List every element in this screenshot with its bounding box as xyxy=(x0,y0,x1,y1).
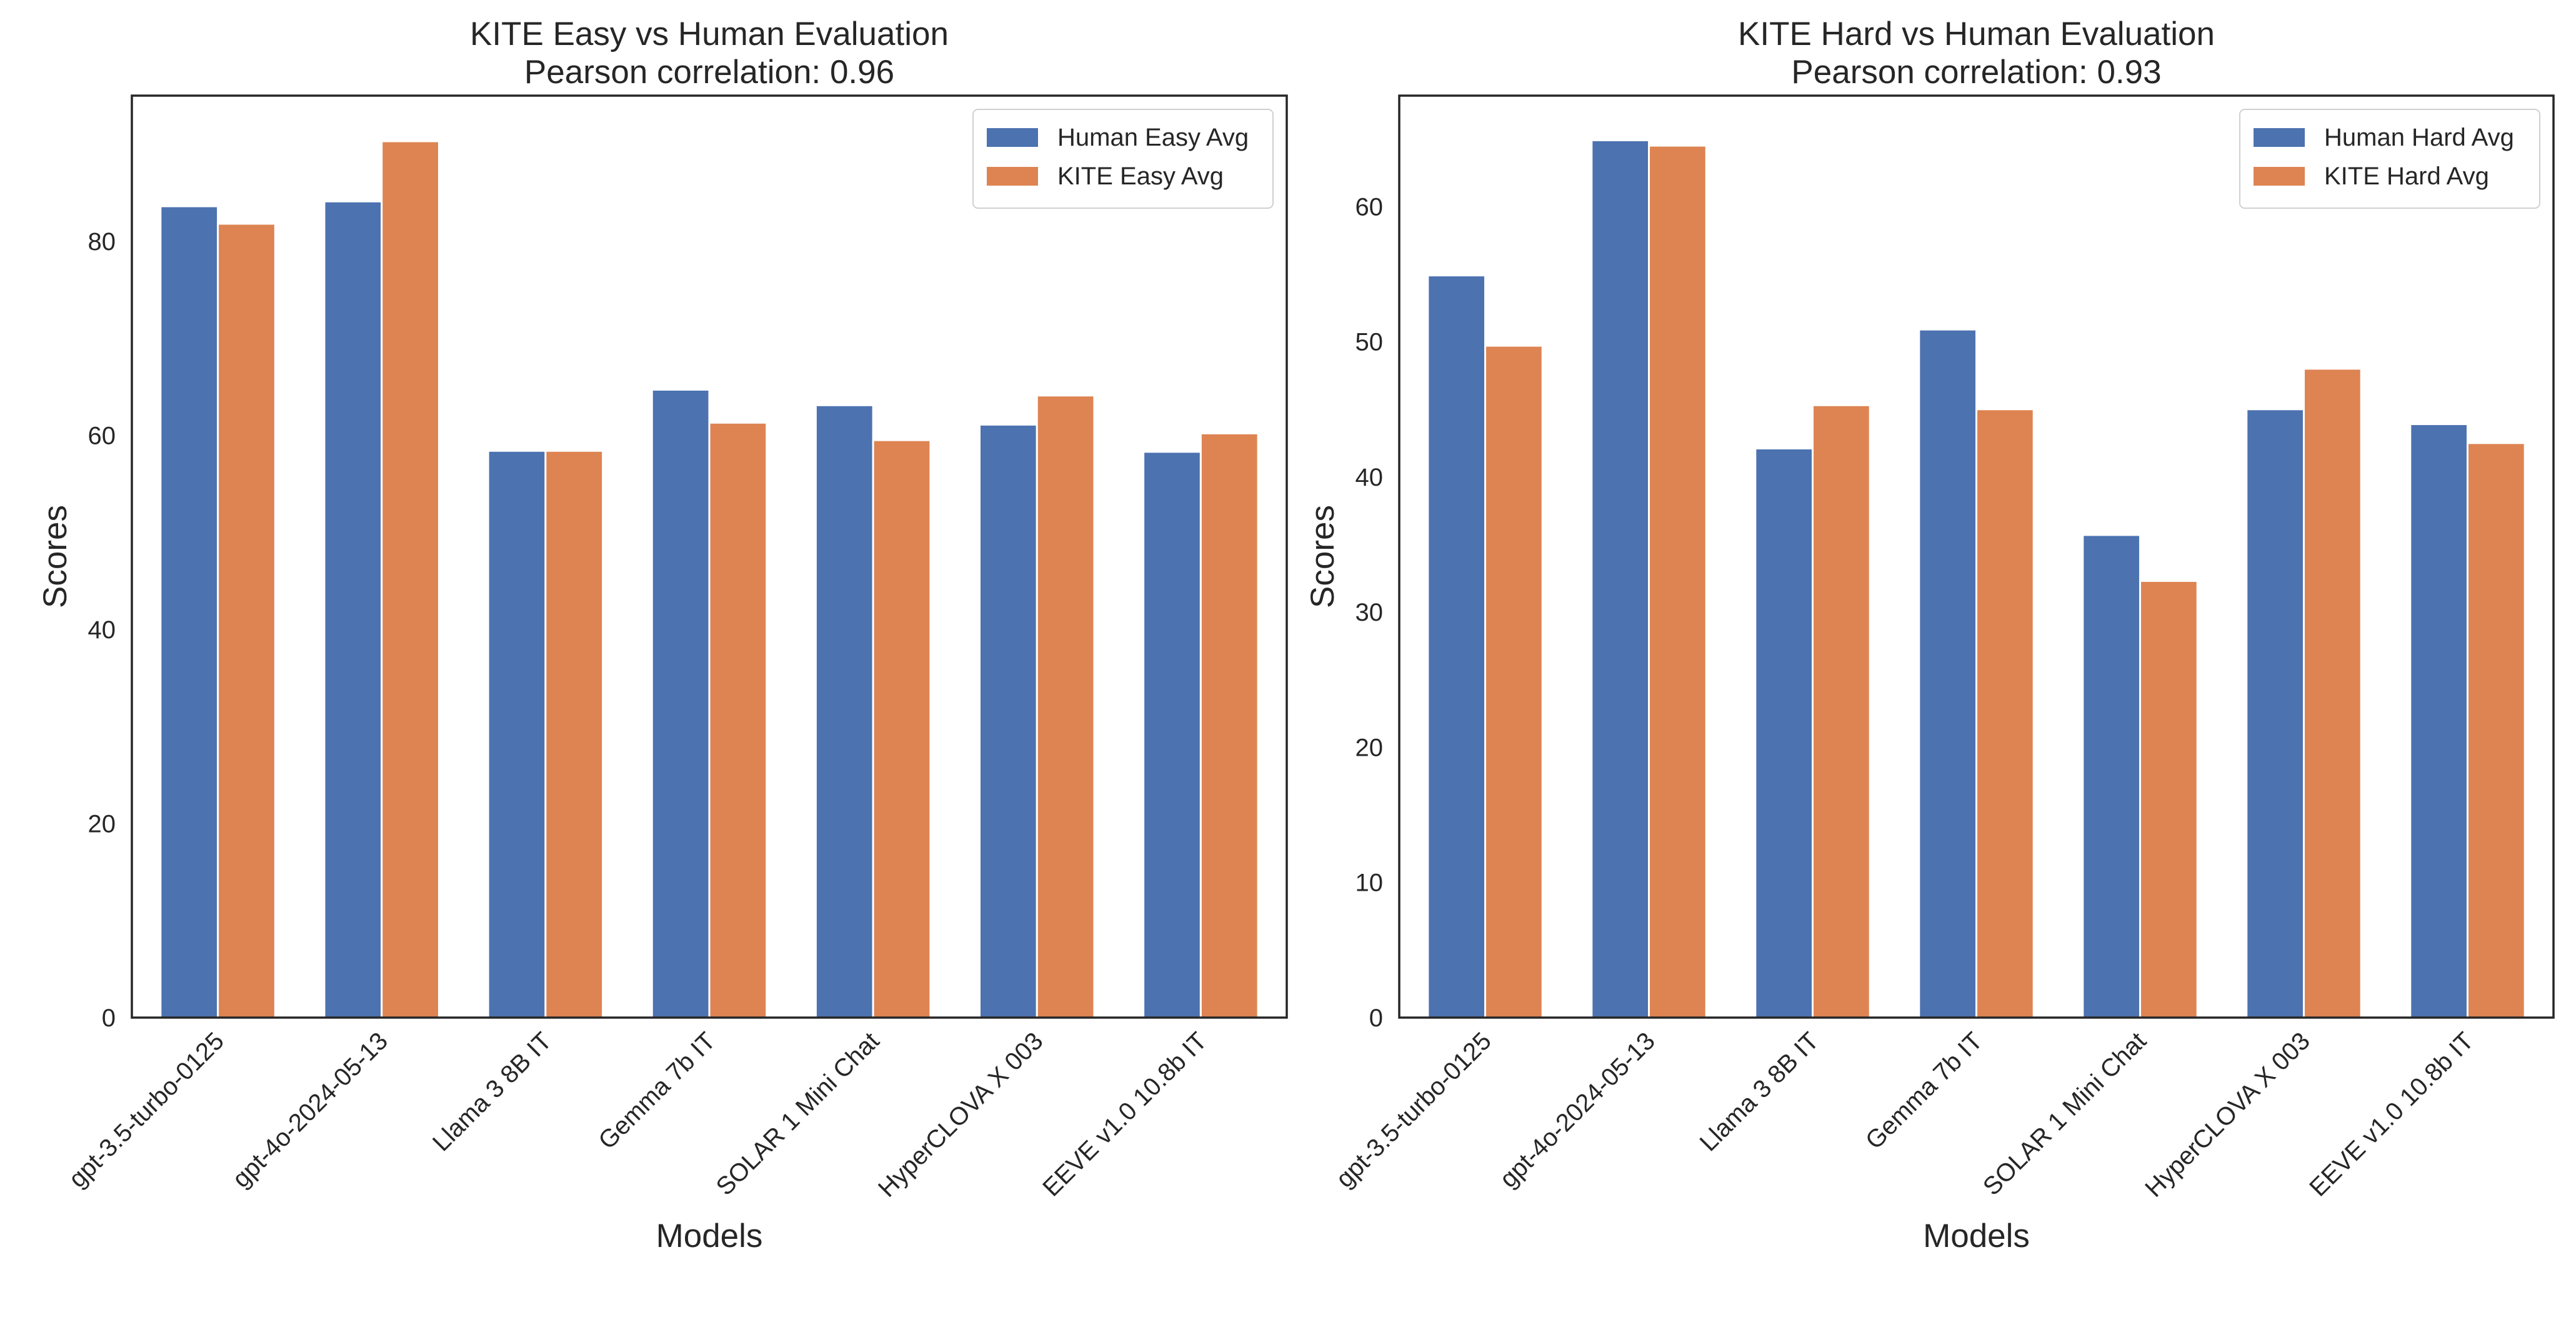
chart-panel-hard: KITE Hard vs Human Evaluation Pearson co… xyxy=(1304,16,2555,1254)
bar-human xyxy=(2082,534,2141,1019)
chart-title: KITE Easy vs Human Evaluation xyxy=(470,16,949,53)
x-tick-label: Gemma 7b IT xyxy=(1860,1027,1988,1154)
y-tick-label: 20 xyxy=(1355,734,1384,761)
bar-kite xyxy=(1199,432,1259,1019)
bar-kite xyxy=(544,449,604,1019)
y-tick-label: 50 xyxy=(1355,329,1384,356)
axes-frame xyxy=(1398,94,2555,1019)
bar-kite xyxy=(217,223,276,1019)
bar-kite xyxy=(2302,368,2362,1019)
y-tick-label: 20 xyxy=(88,810,116,838)
bar-human xyxy=(1918,328,1977,1019)
bar-human xyxy=(323,200,383,1019)
legend-label: KITE Easy Avg xyxy=(1057,163,1224,190)
bar-human xyxy=(979,423,1038,1019)
x-axis-label: Models xyxy=(1923,1218,2030,1254)
x-tick-label: EEVE v1.0 10.8b IT xyxy=(1037,1027,1212,1202)
bar-kite xyxy=(1484,344,1544,1019)
axes-frame xyxy=(131,94,1288,1019)
y-tick-label: 0 xyxy=(102,1004,116,1032)
bar-human xyxy=(1590,139,1650,1019)
legend-swatch xyxy=(987,167,1038,186)
bar-human xyxy=(1142,451,1202,1019)
bar-kite xyxy=(1975,408,2035,1019)
bar-kite xyxy=(1036,394,1096,1019)
x-tick-label: SOLAR 1 Mini Chat xyxy=(1978,1027,2152,1201)
chart-subtitle: Pearson correlation: 0.96 xyxy=(524,54,894,91)
chart-title: KITE Hard vs Human Evaluation xyxy=(1738,16,2215,53)
bar-human xyxy=(1754,447,1814,1019)
bar-human xyxy=(2409,423,2469,1019)
chart-subtitle: Pearson correlation: 0.93 xyxy=(1791,54,2161,91)
bar-kite xyxy=(872,439,932,1019)
bar-human xyxy=(651,388,711,1019)
bar-human xyxy=(814,404,874,1019)
y-tick-label: 60 xyxy=(88,422,116,449)
x-tick-label: EEVE v1.0 10.8b IT xyxy=(2304,1027,2479,1202)
bar-kite xyxy=(2466,442,2526,1019)
x-tick-label: gpt-3.5-turbo-0125 xyxy=(1331,1027,1497,1193)
bar-kite xyxy=(708,421,768,1019)
bar-human xyxy=(2245,408,2305,1019)
legend-swatch xyxy=(2254,128,2305,147)
y-tick-label: 60 xyxy=(1355,193,1384,221)
y-tick-label: 30 xyxy=(1355,599,1384,626)
x-tick-label: gpt-4o-2024-05-13 xyxy=(227,1027,393,1193)
y-axis-label: Scores xyxy=(37,505,74,608)
y-tick-label: 40 xyxy=(88,616,116,644)
bar-human xyxy=(487,449,547,1019)
bar-kite xyxy=(1648,144,1707,1019)
y-tick-label: 80 xyxy=(88,228,116,256)
y-tick-label: 10 xyxy=(1355,869,1384,897)
bar-kite xyxy=(1812,404,1871,1019)
y-tick-label: 40 xyxy=(1355,464,1384,491)
x-tick-label: Llama 3 8B IT xyxy=(1695,1027,1824,1156)
x-tick-label: Gemma 7b IT xyxy=(593,1027,721,1154)
bar-human xyxy=(159,205,219,1019)
x-tick-label: gpt-4o-2024-05-13 xyxy=(1494,1027,1660,1193)
legend-label: KITE Hard Avg xyxy=(2324,163,2489,190)
x-axis-label: Models xyxy=(656,1218,763,1254)
legend-swatch xyxy=(2254,167,2305,186)
x-tick-label: gpt-3.5-turbo-0125 xyxy=(64,1027,229,1193)
x-tick-label: SOLAR 1 Mini Chat xyxy=(711,1027,885,1201)
x-tick-label: HyperCLOVA X 003 xyxy=(873,1027,1049,1203)
x-tick-label: Llama 3 8B IT xyxy=(427,1027,557,1156)
bar-kite xyxy=(2139,579,2199,1019)
legend-swatch xyxy=(987,128,1038,147)
y-axis-label: Scores xyxy=(1304,505,1341,608)
y-tick-label: 0 xyxy=(1369,1004,1383,1032)
legend: Human Hard Avg KITE Hard Avg xyxy=(2239,109,2540,209)
legend-label: Human Easy Avg xyxy=(1057,124,1249,151)
legend: Human Easy Avg KITE Easy Avg xyxy=(972,109,1274,209)
chart-panel-easy: KITE Easy vs Human Evaluation Pearson co… xyxy=(37,16,1288,1254)
bar-human xyxy=(1427,274,1487,1019)
x-tick-label: HyperCLOVA X 003 xyxy=(2140,1027,2315,1203)
bar-kite xyxy=(381,140,440,1019)
legend-label: Human Hard Avg xyxy=(2324,124,2514,151)
